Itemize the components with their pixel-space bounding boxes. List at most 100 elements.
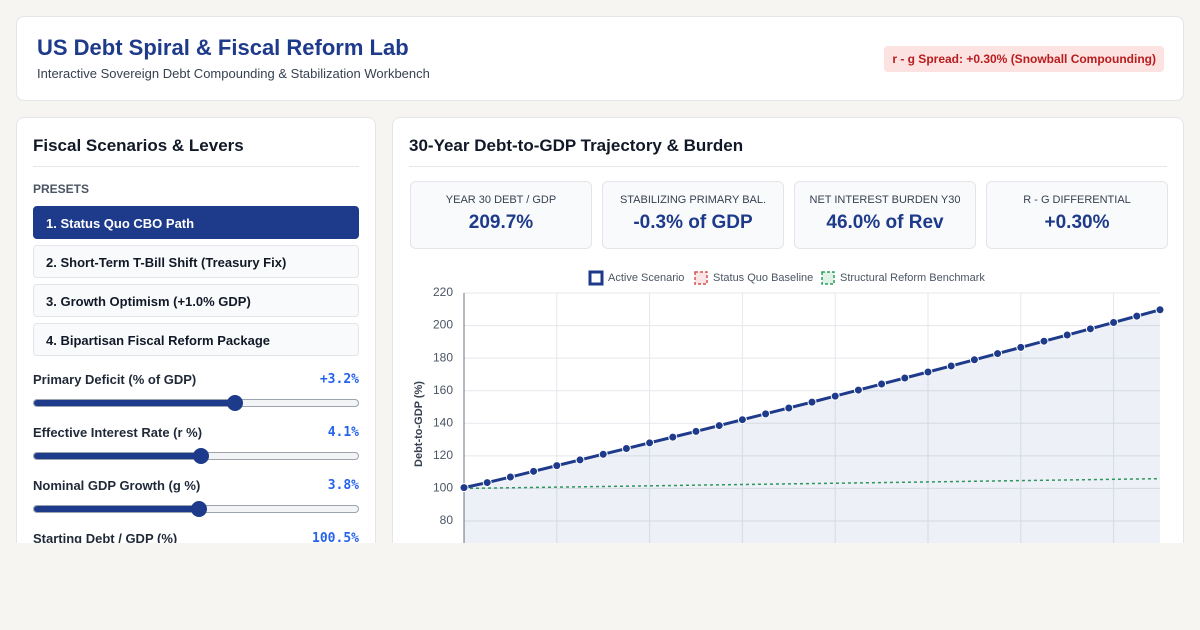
stat-card: R - G DIFFERENTIAL +0.30% <box>986 181 1168 249</box>
spread-badge: r - g Spread: +0.30% (Snowball Compoundi… <box>884 46 1164 72</box>
point <box>900 373 910 383</box>
y-tick-label: 220 <box>433 285 453 299</box>
legend-swatch <box>588 270 604 286</box>
slider: Effective Interest Rate (r %) 4.1% <box>33 425 359 465</box>
point <box>1039 336 1049 346</box>
slider-label: Primary Deficit (% of GDP) <box>33 372 197 387</box>
slider-fill <box>34 506 200 512</box>
stat-value: 209.7% <box>468 212 534 233</box>
point <box>459 483 469 493</box>
y-tick-label: 160 <box>433 383 453 397</box>
point <box>621 444 631 454</box>
legend-item: Structural Reform Benchmark <box>821 271 985 285</box>
stat-label: R - G DIFFERENTIAL <box>1023 194 1131 206</box>
slider-label: Effective Interest Rate (r %) <box>33 425 203 440</box>
area <box>464 309 1160 543</box>
viewport: US Debt Spiral & Fiscal Reform Lab Inter… <box>16 16 1184 543</box>
point <box>714 421 724 431</box>
presets-label: PRESETS <box>33 182 90 196</box>
point <box>737 415 747 425</box>
y-tick-label: 180 <box>433 350 453 364</box>
point <box>993 349 1003 359</box>
point <box>1109 317 1119 327</box>
slider-value: 3.8% <box>327 478 359 493</box>
point <box>1155 305 1165 315</box>
stat-card: YEAR 30 DEBT / GDP 209.7% <box>410 181 592 249</box>
chart-panel: 30-Year Debt-to-GDP Trajectory & Burden … <box>392 117 1184 543</box>
point <box>923 367 933 377</box>
slider-fill <box>34 400 235 406</box>
point <box>691 426 701 436</box>
slider-value: 100.5% <box>312 531 359 543</box>
point <box>807 397 817 407</box>
app-subtitle: Interactive Sovereign Debt Compounding &… <box>37 66 430 81</box>
point <box>598 449 608 459</box>
point <box>761 409 771 419</box>
stat-card: NET INTEREST BURDEN Y30 46.0% of Rev <box>794 181 976 249</box>
slider-label: Nominal GDP Growth (g %) <box>33 478 201 493</box>
point <box>575 455 585 465</box>
plot-area <box>459 292 1165 543</box>
stat-value: 46.0% of Rev <box>826 212 944 233</box>
slider-fill <box>34 453 201 459</box>
slider-thumb[interactable] <box>227 395 244 411</box>
y-axis-label: Debt-to-GDP (%) <box>413 381 425 467</box>
y-tick-label: 100 <box>433 481 453 495</box>
controls-panel: Fiscal Scenarios & Levers PRESETS 1. Sta… <box>16 117 376 543</box>
point <box>946 361 956 371</box>
divider <box>409 166 1167 167</box>
point <box>969 355 979 365</box>
stat-label: STABILIZING PRIMARY BAL. <box>619 194 767 206</box>
stat-value: -0.3% of GDP <box>633 212 753 233</box>
point <box>784 403 794 413</box>
slider-thumb[interactable] <box>191 501 208 517</box>
legend-label: Status Quo Baseline <box>713 272 813 284</box>
y-tick-label: 80 <box>440 513 454 527</box>
line <box>463 477 1161 490</box>
point <box>552 461 562 471</box>
slider-thumb[interactable] <box>192 448 209 464</box>
slider-value: +3.2% <box>319 372 359 387</box>
panel-title: 30-Year Debt-to-GDP Trajectory & Burden <box>409 136 744 155</box>
stat-label: NET INTEREST BURDEN Y30 <box>809 194 961 206</box>
point <box>1062 330 1072 340</box>
slider-label: Starting Debt / GDP (%) <box>33 531 178 543</box>
preset-button[interactable]: 2. Short-Term T-Bill Shift (Treasury Fix… <box>33 245 359 278</box>
point <box>1132 311 1142 321</box>
point <box>853 385 863 395</box>
legend-item: Status Quo Baseline <box>694 271 813 285</box>
slider-track[interactable] <box>33 399 359 407</box>
slider: Starting Debt / GDP (%) 100.5% <box>33 531 359 543</box>
preset-button[interactable]: 3. Growth Optimism (+1.0% GDP) <box>33 284 359 317</box>
legend-label: Active Scenario <box>608 272 684 284</box>
point <box>482 478 492 488</box>
point <box>830 391 840 401</box>
point <box>505 472 515 482</box>
header: US Debt Spiral & Fiscal Reform Lab Inter… <box>16 16 1184 101</box>
legend-label: Structural Reform Benchmark <box>840 272 985 284</box>
stat-value: +0.30% <box>1044 212 1110 233</box>
legend-item: Active Scenario <box>588 270 684 286</box>
y-tick-label: 140 <box>433 415 453 429</box>
stat-card: STABILIZING PRIMARY BAL. -0.3% of GDP <box>602 181 784 249</box>
point <box>668 432 678 442</box>
point <box>1085 324 1095 334</box>
slider: Nominal GDP Growth (g %) 3.8% <box>33 478 359 518</box>
slider: Primary Deficit (% of GDP) +3.2% <box>33 372 359 412</box>
y-tick-label: 120 <box>433 448 453 462</box>
point <box>877 379 887 389</box>
legend-swatch <box>821 271 835 285</box>
point <box>1016 342 1026 352</box>
preset-button[interactable]: 4. Bipartisan Fiscal Reform Package <box>33 323 359 356</box>
app-title: US Debt Spiral & Fiscal Reform Lab <box>37 35 409 60</box>
legend-swatch <box>694 271 708 285</box>
y-tick-label: 200 <box>433 318 453 332</box>
point <box>529 466 539 476</box>
stat-label: YEAR 30 DEBT / GDP <box>445 194 557 206</box>
preset-button[interactable]: 1. Status Quo CBO Path <box>33 206 359 239</box>
panel-title: Fiscal Scenarios & Levers <box>33 136 244 155</box>
slider-value: 4.1% <box>327 425 359 440</box>
chart: Debt-to-GDP (%) 80 100 120 140 160 180 200 220 A… <box>413 270 1165 543</box>
point <box>645 438 655 448</box>
